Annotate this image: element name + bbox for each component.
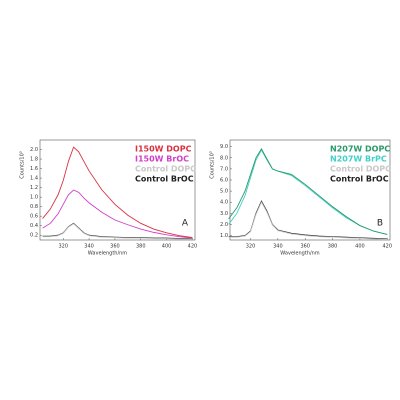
- y-tick-label: 3.0: [220, 211, 228, 217]
- y-tick-label: 1.0: [30, 195, 38, 201]
- series-line: [42, 189, 193, 239]
- legend-entry: N207W BrPC: [330, 155, 387, 164]
- y-tick-label: 0.2: [30, 233, 38, 239]
- panel-label: A: [182, 219, 189, 229]
- y-tick-label: 0.4: [30, 223, 38, 229]
- series-line: [228, 147, 388, 235]
- x-tick-label: 320: [246, 244, 256, 250]
- legend-entry: Control DOPC: [135, 165, 196, 174]
- x-tick-label: 420: [188, 244, 198, 250]
- y-tick-label: 8.0: [220, 155, 228, 161]
- y-tick-label: 4.0: [220, 200, 228, 206]
- x-tick-label: 360: [300, 244, 310, 250]
- x-tick-label: 340: [273, 244, 283, 250]
- plot-frame: [229, 139, 391, 241]
- y-tick-label: 9.0: [220, 144, 228, 150]
- y-tick-label: 2.0: [220, 222, 228, 228]
- series-line: [42, 146, 193, 239]
- x-tick-label: 400: [162, 244, 172, 250]
- x-axis-label: Wavelength/nm: [280, 251, 320, 257]
- y-axis-label: Counts/10³: [210, 151, 216, 179]
- legend-entry: Control BrOC: [135, 175, 194, 184]
- legend-entry: I150W DOPC: [135, 145, 192, 154]
- legend-entry: Control BrOC: [330, 175, 389, 184]
- y-tick-label: 1.4: [30, 176, 38, 182]
- x-tick-label: 320: [58, 244, 68, 250]
- y-tick-label: 1.2: [30, 185, 38, 191]
- y-tick-label: 5.0: [220, 189, 228, 195]
- x-axis-label: Wavelength/nm: [88, 251, 128, 257]
- panel-label: B: [377, 219, 383, 229]
- plot-frame: [39, 139, 196, 241]
- x-tick-label: 380: [136, 244, 146, 250]
- legend-entry: N207W DOPC: [330, 145, 390, 154]
- y-tick-label: 0.8: [30, 204, 38, 210]
- legend-entry: I150W BrOC: [135, 155, 189, 164]
- series-line: [42, 223, 193, 240]
- y-tick-label: 7.0: [220, 166, 228, 172]
- y-axis-label: Counts/10³: [20, 151, 26, 179]
- y-tick-label: 2.0: [30, 147, 38, 153]
- y-tick-label: 1.6: [30, 166, 38, 172]
- x-tick-label: 340: [84, 244, 94, 250]
- legend-entry: Control DOPC: [330, 165, 391, 174]
- x-tick-label: 380: [328, 244, 338, 250]
- y-tick-label: 1.0: [220, 233, 228, 239]
- y-tick-label: 6.0: [220, 178, 228, 184]
- x-tick-label: 360: [110, 244, 120, 250]
- x-tick-label: 420: [382, 244, 392, 250]
- x-tick-label: 400: [355, 244, 365, 250]
- y-tick-label: 0.6: [30, 214, 38, 220]
- series-line: [228, 201, 388, 240]
- y-tick-label: 1.8: [30, 157, 38, 163]
